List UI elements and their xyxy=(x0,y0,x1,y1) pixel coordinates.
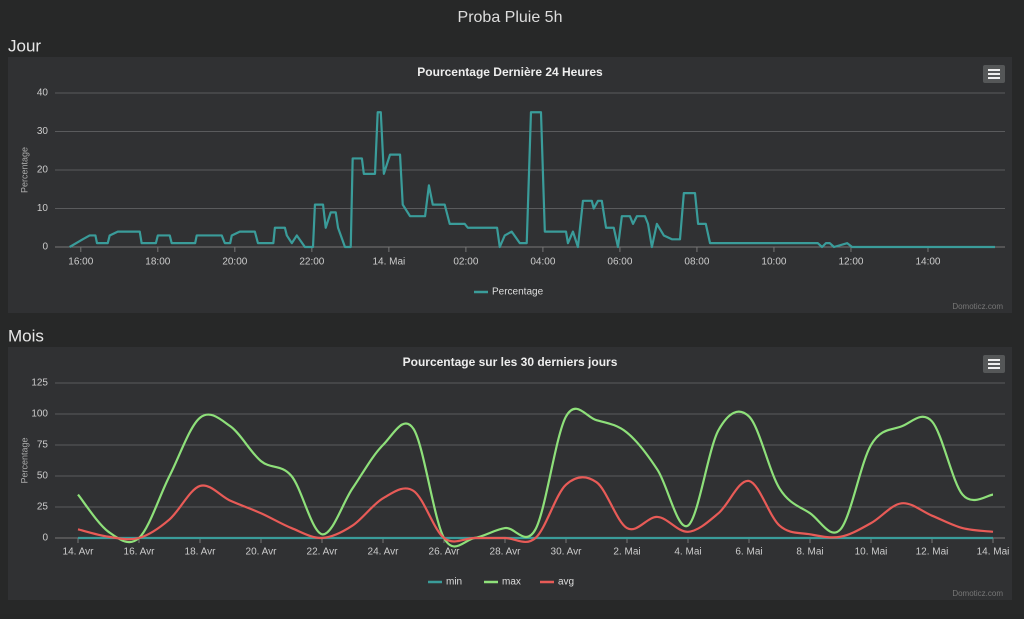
y-tick-label: 125 xyxy=(31,378,48,389)
menu-icon-bar xyxy=(988,73,1000,75)
x-tick-label: 14. Mai xyxy=(372,257,405,268)
chart-title: Pourcentage Dernière 24 Heures xyxy=(417,65,603,79)
x-tick-label: 22:00 xyxy=(299,257,324,268)
page-title: Proba Pluie 5h xyxy=(458,9,563,26)
x-tick-label: 28. Avr xyxy=(490,547,522,558)
section-title: Jour xyxy=(8,36,41,55)
line-series xyxy=(77,407,994,548)
x-tick-label: 6. Mai xyxy=(735,547,762,558)
legend-label[interactable]: avg xyxy=(558,577,574,588)
y-tick-label: 30 xyxy=(37,126,49,137)
menu-icon-bar xyxy=(988,367,1000,369)
x-tick-label: 20. Avr xyxy=(246,547,278,558)
y-tick-label: 100 xyxy=(31,409,48,420)
x-tick-label: 06:00 xyxy=(607,257,632,268)
x-tick-label: 30. Avr xyxy=(551,547,583,558)
legend-label[interactable]: max xyxy=(502,577,521,588)
legend-label[interactable]: min xyxy=(446,577,462,588)
y-tick-label: 50 xyxy=(37,471,49,482)
y-tick-label: 20 xyxy=(37,165,49,176)
x-tick-label: 10. Mai xyxy=(855,547,888,558)
y-tick-label: 0 xyxy=(42,533,48,544)
x-tick-label: 14. Mai xyxy=(977,547,1010,558)
x-tick-label: 26. Avr xyxy=(429,547,461,558)
y-axis-label: Percentage xyxy=(19,147,29,193)
x-tick-label: 22. Avr xyxy=(307,547,339,558)
x-tick-label: 8. Mai xyxy=(796,547,823,558)
y-tick-label: 0 xyxy=(42,242,48,253)
y-tick-label: 40 xyxy=(37,88,49,99)
y-axis-label: Percentage xyxy=(19,437,29,483)
credits: Domoticz.com xyxy=(952,302,1003,311)
x-tick-label: 20:00 xyxy=(222,257,247,268)
x-tick-label: 14:00 xyxy=(915,257,940,268)
y-tick-label: 25 xyxy=(37,502,49,513)
x-tick-label: 24. Avr xyxy=(368,547,400,558)
section-title: Mois xyxy=(8,326,44,345)
x-tick-label: 12. Mai xyxy=(916,547,949,558)
menu-icon-bar xyxy=(988,363,1000,365)
menu-button[interactable] xyxy=(983,65,1005,83)
chart-panel xyxy=(8,57,1012,313)
line-series xyxy=(69,111,995,249)
menu-icon-bar xyxy=(988,359,1000,361)
menu-icon-bar xyxy=(988,77,1000,79)
legend-label[interactable]: Percentage xyxy=(492,287,544,298)
x-tick-label: 4. Mai xyxy=(674,547,701,558)
y-tick-label: 75 xyxy=(37,440,49,451)
x-tick-label: 04:00 xyxy=(530,257,555,268)
credits: Domoticz.com xyxy=(952,589,1003,598)
x-tick-label: 18. Avr xyxy=(185,547,217,558)
x-tick-label: 14. Avr xyxy=(63,547,95,558)
menu-button[interactable] xyxy=(983,355,1005,373)
chart-panel xyxy=(8,347,1012,600)
y-tick-label: 10 xyxy=(37,203,49,214)
x-tick-label: 10:00 xyxy=(761,257,786,268)
menu-icon-bar xyxy=(988,69,1000,71)
x-tick-label: 12:00 xyxy=(838,257,863,268)
x-tick-label: 16. Avr xyxy=(124,547,156,558)
chart-title: Pourcentage sur les 30 derniers jours xyxy=(403,355,618,369)
x-tick-label: 2. Mai xyxy=(613,547,640,558)
line-series xyxy=(77,476,994,544)
x-tick-label: 02:00 xyxy=(453,257,478,268)
x-tick-label: 08:00 xyxy=(684,257,709,268)
x-tick-label: 16:00 xyxy=(68,257,93,268)
x-tick-label: 18:00 xyxy=(145,257,170,268)
